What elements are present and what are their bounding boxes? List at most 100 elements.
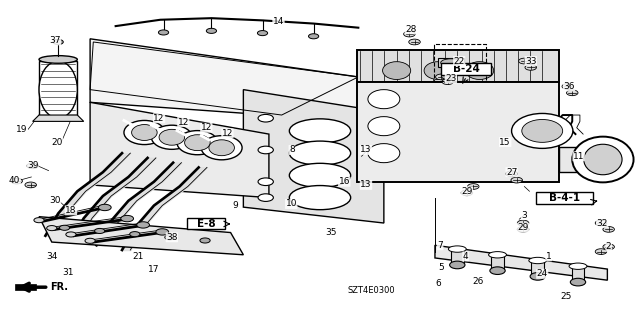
- Circle shape: [490, 267, 505, 274]
- Text: 12: 12: [178, 117, 189, 127]
- Text: 19: 19: [16, 125, 28, 134]
- Ellipse shape: [289, 141, 351, 165]
- Text: 36: 36: [563, 82, 575, 91]
- Circle shape: [130, 232, 140, 237]
- Ellipse shape: [209, 140, 234, 156]
- Circle shape: [137, 222, 150, 228]
- Polygon shape: [15, 284, 36, 290]
- Text: 21: 21: [132, 252, 144, 261]
- Ellipse shape: [124, 121, 165, 145]
- Bar: [39, 61, 77, 115]
- Circle shape: [95, 228, 105, 234]
- Bar: [187, 218, 225, 229]
- Circle shape: [442, 79, 454, 85]
- Circle shape: [66, 232, 76, 237]
- Text: 37: 37: [49, 36, 61, 45]
- Text: 17: 17: [148, 264, 160, 274]
- Circle shape: [530, 272, 545, 280]
- Bar: [438, 58, 465, 67]
- Ellipse shape: [132, 124, 157, 140]
- Text: 30: 30: [49, 196, 61, 205]
- Circle shape: [258, 194, 273, 201]
- Circle shape: [467, 184, 479, 189]
- Text: FR.: FR.: [51, 282, 68, 292]
- Circle shape: [518, 58, 530, 64]
- Circle shape: [436, 74, 447, 80]
- Text: 24: 24: [536, 269, 548, 278]
- Ellipse shape: [152, 125, 192, 149]
- Text: 31: 31: [62, 268, 74, 277]
- Text: 3: 3: [522, 211, 527, 219]
- Circle shape: [53, 40, 63, 45]
- Circle shape: [85, 238, 95, 243]
- Circle shape: [525, 64, 536, 70]
- Text: 13: 13: [360, 145, 372, 154]
- Polygon shape: [559, 147, 595, 172]
- Ellipse shape: [289, 119, 351, 143]
- Circle shape: [27, 163, 38, 169]
- Text: 29: 29: [461, 187, 472, 196]
- Ellipse shape: [39, 56, 77, 63]
- Bar: [572, 267, 584, 280]
- Circle shape: [517, 226, 529, 232]
- Circle shape: [566, 90, 578, 96]
- Text: 26: 26: [473, 277, 484, 286]
- Circle shape: [25, 182, 36, 188]
- Polygon shape: [357, 50, 559, 82]
- Text: 12: 12: [154, 114, 164, 123]
- Circle shape: [517, 220, 529, 226]
- Text: 39: 39: [27, 161, 38, 170]
- Text: 34: 34: [46, 252, 58, 261]
- Circle shape: [11, 178, 22, 184]
- Ellipse shape: [368, 144, 400, 163]
- Text: 8: 8: [289, 145, 295, 154]
- Circle shape: [258, 178, 273, 186]
- Text: 12: 12: [200, 123, 212, 132]
- Ellipse shape: [383, 62, 411, 79]
- Text: 15: 15: [499, 137, 511, 146]
- Text: 10: 10: [285, 199, 297, 208]
- Ellipse shape: [488, 252, 506, 258]
- Circle shape: [603, 244, 614, 250]
- Circle shape: [60, 225, 70, 230]
- Polygon shape: [90, 39, 358, 122]
- Text: 33: 33: [525, 56, 536, 65]
- Text: 27: 27: [506, 168, 517, 177]
- Circle shape: [595, 220, 607, 226]
- Circle shape: [603, 226, 614, 232]
- Circle shape: [409, 39, 420, 45]
- Circle shape: [206, 28, 216, 33]
- Bar: [451, 250, 464, 263]
- Bar: [434, 44, 486, 81]
- Text: 13: 13: [360, 181, 372, 189]
- Circle shape: [99, 204, 111, 211]
- Text: 11: 11: [573, 152, 584, 161]
- Text: 4: 4: [463, 252, 468, 261]
- Text: 5: 5: [438, 263, 444, 272]
- Text: 7: 7: [437, 241, 443, 250]
- Circle shape: [511, 177, 522, 183]
- Circle shape: [450, 261, 465, 269]
- Bar: [491, 256, 504, 269]
- Circle shape: [34, 218, 44, 223]
- Ellipse shape: [584, 144, 622, 175]
- Ellipse shape: [466, 62, 493, 79]
- Ellipse shape: [177, 130, 218, 155]
- Circle shape: [461, 190, 472, 196]
- Polygon shape: [357, 82, 559, 182]
- Circle shape: [156, 229, 169, 235]
- Ellipse shape: [368, 90, 400, 109]
- Circle shape: [258, 146, 273, 154]
- Circle shape: [165, 235, 175, 240]
- Text: E-8: E-8: [197, 219, 216, 229]
- Polygon shape: [90, 102, 269, 197]
- Circle shape: [47, 226, 57, 231]
- Text: SZT4E0300: SZT4E0300: [348, 286, 395, 295]
- Text: 12: 12: [221, 129, 233, 138]
- Bar: [536, 192, 593, 204]
- Text: 25: 25: [560, 292, 572, 300]
- Ellipse shape: [159, 129, 184, 145]
- Ellipse shape: [368, 117, 400, 136]
- Circle shape: [506, 171, 517, 177]
- Ellipse shape: [184, 135, 210, 151]
